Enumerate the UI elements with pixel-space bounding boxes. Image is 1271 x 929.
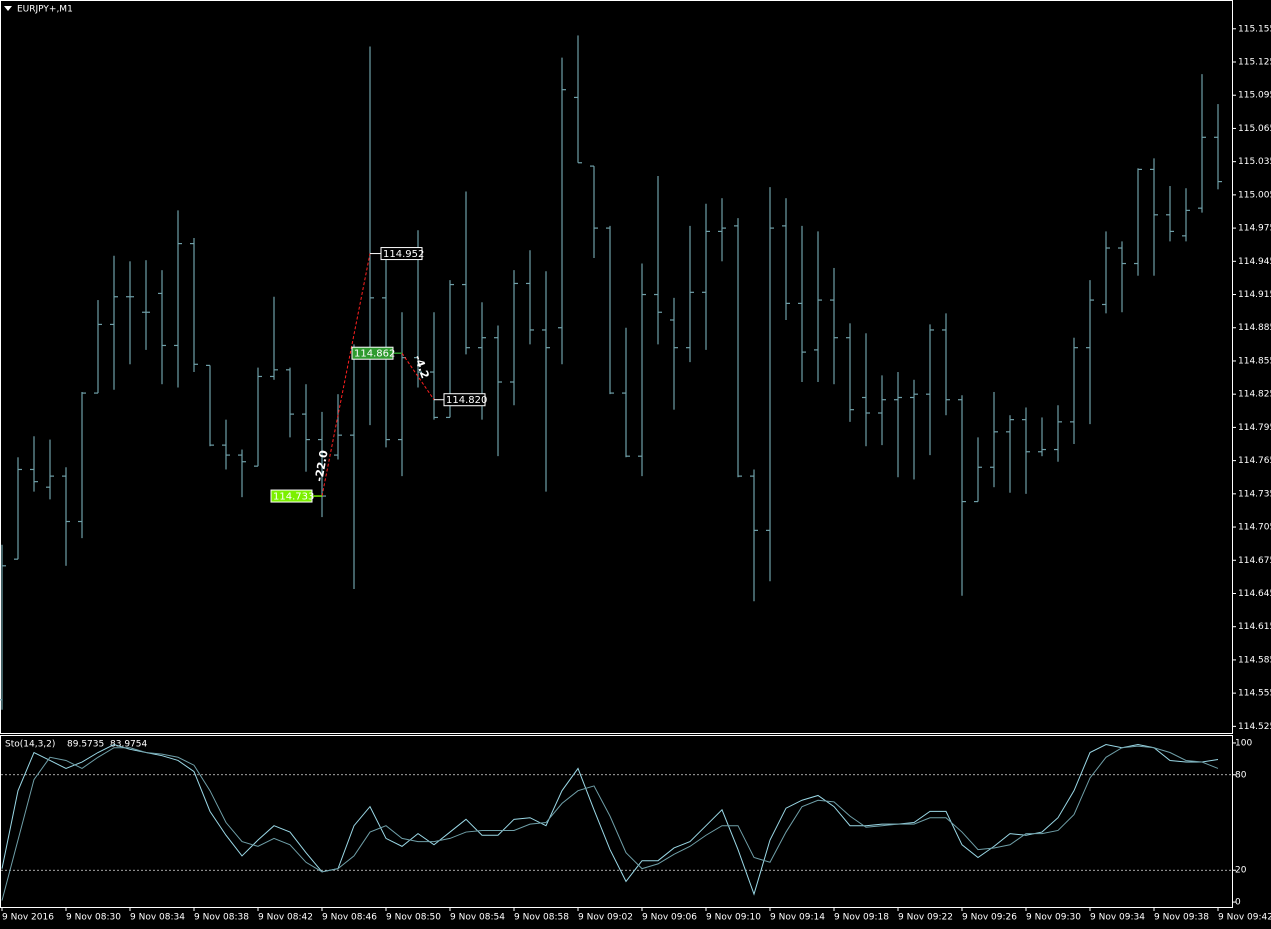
x-tick-label: 9 Nov 08:58 bbox=[514, 913, 569, 923]
indicator-line bbox=[1, 744, 1219, 896]
indicator-readout: 89.5735 bbox=[67, 740, 104, 750]
y-tick-label: 114.585 bbox=[1238, 655, 1271, 665]
y-tick-label: 114.975 bbox=[1238, 224, 1271, 234]
x-tick-label: 9 Nov 08:54 bbox=[450, 913, 505, 923]
price-label: 114.733 bbox=[273, 492, 314, 503]
y-tick-label: 80 bbox=[1235, 770, 1247, 780]
y-tick-label: 0 bbox=[1235, 898, 1241, 908]
price-panel bbox=[0, 0, 1233, 734]
y-tick-label: 114.525 bbox=[1238, 722, 1271, 732]
y-tick-label: 114.735 bbox=[1238, 489, 1271, 499]
y-tick-label: 114.645 bbox=[1238, 589, 1271, 599]
x-tick-label: 9 Nov 09:26 bbox=[962, 913, 1017, 923]
x-tick-label: 9 Nov 09:10 bbox=[706, 913, 761, 923]
y-tick-label: 114.675 bbox=[1238, 556, 1271, 566]
x-tick-label: 9 Nov 08:38 bbox=[194, 913, 249, 923]
y-tick-label: 114.945 bbox=[1238, 257, 1271, 267]
x-tick-label: 9 Nov 09:34 bbox=[1090, 913, 1145, 923]
x-tick-label: 9 Nov 09:30 bbox=[1026, 913, 1081, 923]
x-tick-label: 9 Nov 08:34 bbox=[130, 913, 185, 923]
y-tick-label: 114.885 bbox=[1238, 323, 1271, 333]
y-tick-label: 115.065 bbox=[1238, 124, 1271, 134]
price-label: 114.820 bbox=[446, 395, 487, 406]
price-label-box bbox=[351, 346, 394, 360]
y-tick-label: 115.005 bbox=[1238, 190, 1271, 200]
y-tick-label: 114.915 bbox=[1238, 290, 1271, 300]
x-tick-label: 9 Nov 09:38 bbox=[1154, 913, 1209, 923]
indicator-readout: 83.9754 bbox=[110, 740, 147, 750]
y-tick-label: 115.095 bbox=[1238, 91, 1271, 101]
trend-label: -22.0 bbox=[312, 449, 330, 483]
y-tick-label: 114.855 bbox=[1238, 356, 1271, 366]
indicator-title: Sto(14,3,2) bbox=[5, 740, 55, 750]
x-tick-label: 9 Nov 08:30 bbox=[66, 913, 121, 923]
chart-title: EURJPY+,M1 bbox=[17, 5, 73, 15]
x-tick-label: 9 Nov 09:22 bbox=[898, 913, 953, 923]
y-tick-label: 114.795 bbox=[1238, 423, 1271, 433]
trend-line bbox=[321, 253, 371, 497]
price-label: 114.862 bbox=[354, 349, 395, 360]
menu-arrow[interactable] bbox=[4, 6, 12, 11]
x-tick-label: 9 Nov 09:14 bbox=[770, 913, 825, 923]
price-label-box bbox=[443, 393, 486, 407]
y-tick-label: 100 bbox=[1235, 738, 1252, 748]
y-tick-label: 115.155 bbox=[1238, 24, 1271, 34]
y-tick-label: 114.765 bbox=[1238, 456, 1271, 466]
y-tick-label: 114.705 bbox=[1238, 523, 1271, 533]
price-label: 114.952 bbox=[383, 249, 424, 260]
y-tick-label: 115.035 bbox=[1238, 157, 1271, 167]
x-tick-label: 9 Nov 09:42 bbox=[1218, 913, 1271, 923]
x-tick-label: 9 Nov 08:46 bbox=[322, 913, 377, 923]
y-tick-label: 114.825 bbox=[1238, 390, 1271, 400]
x-tick-label: 9 Nov 08:50 bbox=[386, 913, 441, 923]
price-label-box bbox=[380, 247, 423, 261]
x-tick-label: 9 Nov 08:42 bbox=[258, 913, 313, 923]
y-tick-label: 114.615 bbox=[1238, 622, 1271, 632]
y-tick-label: 114.555 bbox=[1238, 689, 1271, 699]
indicator-panel bbox=[0, 735, 1233, 908]
y-tick-label: 115.125 bbox=[1238, 58, 1271, 68]
x-tick-label: 9 Nov 09:02 bbox=[578, 913, 633, 923]
price-label-box bbox=[270, 489, 313, 503]
x-tick-label: 9 Nov 09:06 bbox=[642, 913, 697, 923]
trend-line bbox=[401, 352, 435, 401]
x-tick-label: 9 Nov 2016 bbox=[2, 913, 54, 923]
y-tick-label: 20 bbox=[1235, 866, 1247, 876]
x-tick-label: 9 Nov 09:18 bbox=[834, 913, 889, 923]
indicator-line bbox=[1, 745, 1219, 901]
